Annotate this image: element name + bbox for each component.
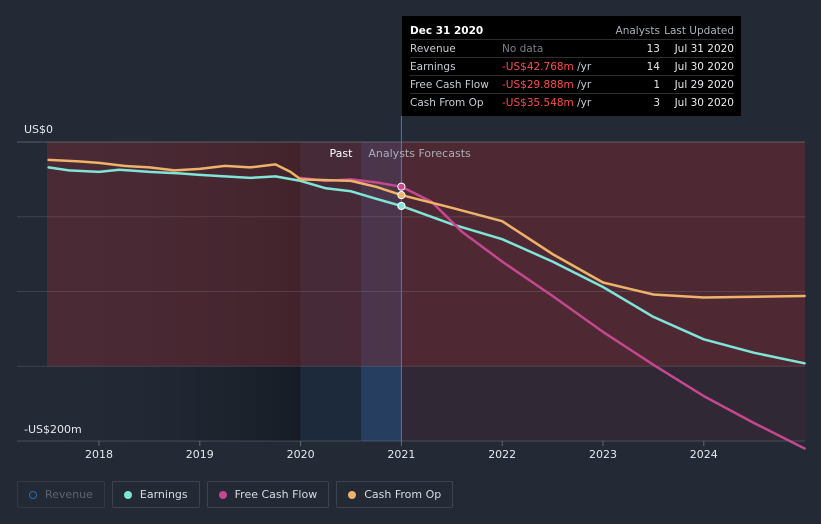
y-label-bottom: -US$200m [24,423,82,436]
legend-item-revenue[interactable]: Revenue [17,481,105,508]
tooltip-panel: Dec 31 2020 Analysts Last Updated Revenu… [402,16,741,116]
tooltip-row-unit: /yr [573,78,592,91]
past-label: Past [329,147,353,160]
marker-cash-from-op [397,191,406,200]
tooltip-row-free-cash-flow: Free Cash Flow -US$29.888m /yr 1 Jul 29 … [410,76,734,94]
tooltip-row-value: No data [502,42,544,55]
x-tick-label: 2019 [186,448,214,461]
forecast-area [401,142,805,367]
x-tick-label: 2021 [387,448,415,461]
x-tick-label: 2020 [287,448,315,461]
x-tick-label: 2018 [85,448,113,461]
series-line-cash-from-op [47,158,806,299]
tooltip-row-label: Cash From Op [410,96,484,109]
tooltip-row-analysts: 3 [653,96,660,109]
legend-item-free-cash-flow[interactable]: Free Cash Flow [206,481,330,508]
legend-dot-icon [218,490,227,499]
legend-item-earnings[interactable]: Earnings [111,481,200,508]
legend-dot-icon [29,490,37,499]
legend-label: Cash From Op [364,488,442,501]
marker-earnings [397,201,406,211]
legend: Revenue Earnings Free Cash Flow Cash Fro… [17,481,454,508]
x-tick-label: 2022 [488,448,516,461]
legend-item-cash-from-op[interactable]: Cash From Op [336,481,454,508]
tooltip-row-updated: Jul 31 2020 [674,42,734,55]
tooltip-row-value: -US$29.888m [502,78,574,91]
legend-label: Revenue [45,488,93,501]
legend-label: Earnings [139,488,188,501]
legend-dot-icon [348,490,357,499]
tooltip-row-analysts: 14 [646,60,660,73]
tooltip-row-cash-from-op: Cash From Op -US$35.548m /yr 3 Jul 30 20… [410,94,734,111]
tooltip-header: Dec 31 2020 Analysts Last Updated [410,22,734,40]
tooltip-row-value: -US$35.548m [502,96,574,109]
tooltip-row-value: -US$42.768m [502,60,574,73]
tooltip-row-unit: /yr [573,60,592,73]
x-tick-label: 2024 [690,448,718,461]
tooltip-row-label: Free Cash Flow [410,78,489,91]
y-label-top: US$0 [24,123,53,136]
tooltip-row-label: Revenue [410,42,456,55]
series-line-earnings [47,166,806,365]
legend-label: Free Cash Flow [234,488,318,501]
x-tick-label: 2023 [589,448,617,461]
tooltip-row-label: Earnings [410,60,456,73]
tooltip-row-earnings: Earnings -US$42.768m /yr 14 Jul 30 2020 [410,58,734,76]
tooltip-row-unit: /yr [573,96,592,109]
tooltip-row-analysts: 13 [646,42,660,55]
tooltip-updated-header: Last Updated [664,24,734,37]
tooltip-analysts-header: Analysts [615,24,660,37]
legend-dot-icon [123,490,132,499]
forecast-label: Analysts Forecasts [368,147,471,160]
tooltip-row-updated: Jul 30 2020 [674,96,734,109]
tooltip-row-updated: Jul 30 2020 [674,60,734,73]
tooltip-row-analysts: 1 [653,78,660,91]
forecast-area-low [401,366,805,441]
past-shade [47,142,301,441]
tooltip-row-revenue: Revenue No data 13 Jul 31 2020 [410,40,734,58]
marker-free-cash-flow [397,182,406,191]
tooltip-row-updated: Jul 29 2020 [674,78,734,91]
series-line-free-cash-flow [299,176,806,450]
tooltip-date: Dec 31 2020 [410,24,484,37]
